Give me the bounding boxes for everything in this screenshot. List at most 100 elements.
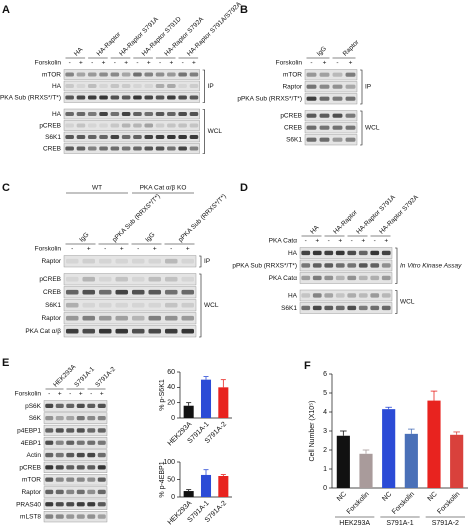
blot-band	[45, 465, 54, 470]
blot-band	[335, 275, 345, 281]
row-label: PKA Catα	[269, 275, 298, 282]
blot-band	[358, 305, 368, 311]
blot-band	[148, 258, 162, 264]
blot-band	[97, 465, 106, 470]
treatment-sign: +	[186, 246, 190, 253]
row-label: S6K1	[45, 134, 61, 141]
treatment-sign: +	[79, 60, 83, 67]
treatment-label: Forskolin	[35, 246, 62, 253]
blot-band	[181, 276, 195, 282]
blot-band	[97, 403, 106, 408]
row-label: S6K1	[281, 305, 297, 312]
blot-band	[332, 96, 343, 101]
treatment-sign: -	[71, 246, 73, 253]
lane-header: HA-Raptor S791A	[355, 193, 397, 235]
x-tick-label: NC	[381, 491, 393, 503]
blot-band	[167, 95, 176, 100]
bracket	[395, 290, 398, 314]
treatment-sign: +	[338, 238, 342, 245]
row-label: PKA Cat α/β	[25, 328, 61, 335]
blot-strip	[304, 122, 358, 134]
bar	[183, 491, 194, 497]
blot-band	[76, 83, 86, 88]
y-tick-label: 6	[323, 371, 327, 378]
blot-band	[76, 111, 86, 116]
blot-band	[66, 403, 75, 408]
row-label: pPKA Sub (RRXS*/T*)	[232, 262, 297, 269]
blot-band	[45, 403, 54, 408]
blot-band	[76, 440, 85, 445]
row-label: CREB	[43, 289, 61, 296]
blot-band	[87, 415, 96, 421]
blot-band	[167, 146, 176, 151]
blot-band	[155, 134, 165, 139]
bar	[218, 476, 229, 497]
blot-band	[332, 84, 343, 89]
bracket-label: WCL	[365, 125, 380, 132]
blot-band	[133, 134, 142, 139]
blot-band	[45, 452, 54, 458]
blot-band	[98, 315, 112, 321]
blot-strip	[63, 325, 197, 338]
blot-strip	[299, 289, 393, 302]
blot-band	[148, 315, 162, 321]
blot-band	[99, 123, 108, 128]
blot-band	[66, 452, 75, 458]
blot-band	[97, 415, 106, 421]
panel-label: A	[2, 4, 10, 16]
bar	[427, 400, 441, 488]
treatment-sign: +	[323, 60, 327, 67]
blot-band	[164, 302, 178, 308]
blot-band	[189, 123, 199, 128]
blot-band	[87, 440, 96, 445]
treatment-sign: -	[91, 60, 93, 67]
blot-band	[110, 83, 120, 88]
blot-strip	[43, 486, 108, 498]
blot-band	[82, 315, 96, 321]
blot-band	[189, 111, 199, 116]
blot-band	[131, 276, 145, 282]
blot-strip	[43, 511, 108, 523]
blot-strip	[299, 302, 393, 314]
lane-header: IgG	[144, 231, 156, 243]
lane-header: HA-Raptor S791D	[141, 15, 183, 57]
row-label: Raptor	[41, 258, 61, 265]
blot-strip	[63, 255, 197, 268]
bracket	[199, 273, 202, 338]
blot-band	[324, 293, 334, 298]
bracket-label: IP	[204, 258, 210, 265]
blot-band	[87, 428, 96, 433]
blot-band	[301, 275, 311, 281]
blot-band	[55, 502, 64, 507]
treatment-sign: -	[182, 60, 184, 67]
blot-band	[66, 465, 75, 470]
blot-band	[115, 276, 129, 282]
blot-band	[98, 258, 112, 264]
blot-band	[99, 111, 108, 116]
blot-band	[76, 415, 85, 421]
treatment-sign: -	[170, 246, 172, 253]
y-tick-label: 60	[167, 369, 175, 376]
bracket-label: WCL	[400, 299, 415, 306]
blot-band	[319, 137, 330, 142]
blot-band	[345, 125, 356, 130]
blot-band	[178, 83, 187, 88]
treatment-sign: +	[349, 60, 353, 67]
blot-band	[306, 72, 317, 77]
row-label: mTOR	[22, 477, 41, 484]
blot-band	[76, 95, 86, 100]
blot-strip	[304, 69, 358, 81]
blot-band	[76, 146, 86, 151]
x-tick-label: Forskolin	[391, 491, 416, 516]
blot-band	[115, 315, 129, 321]
y-tick-label: 50	[167, 476, 175, 483]
blot-band	[87, 111, 97, 116]
blot-band	[148, 302, 162, 308]
blot-band	[167, 123, 176, 128]
blot-band	[358, 293, 368, 298]
blot-strip	[63, 143, 200, 154]
row-label: 4EBP1	[21, 440, 42, 447]
blot-band	[110, 146, 120, 151]
treatment-sign: -	[305, 238, 307, 245]
blot-band	[76, 465, 85, 470]
